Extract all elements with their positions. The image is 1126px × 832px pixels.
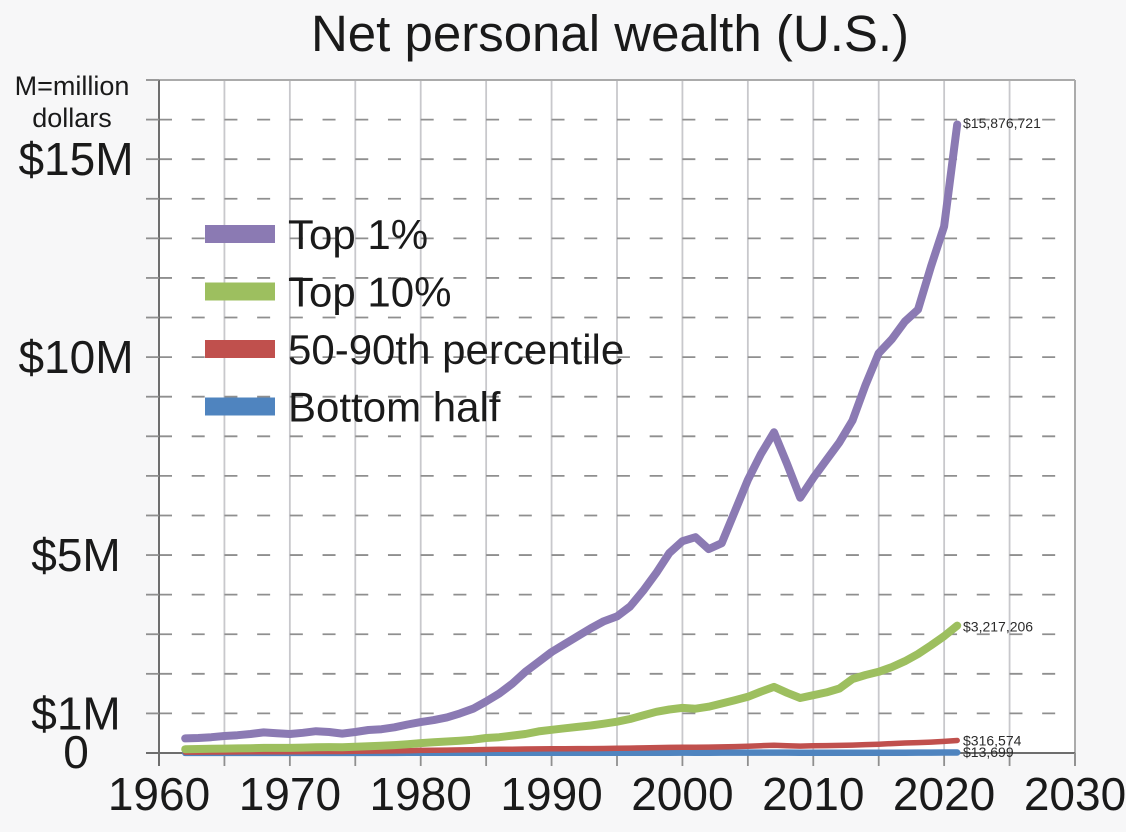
series-line-top-1-: [181, 120, 962, 743]
legend-swatch-3: [205, 340, 275, 358]
series-line-top-10-: [181, 621, 962, 754]
x-axis-label-1960: 1960: [108, 768, 210, 820]
y-axis-label-10M: $10M: [18, 331, 133, 383]
y-axis-label-0: 0: [63, 726, 89, 778]
plot-border: [159, 79, 1076, 766]
series-line-50-90th-percentile: [182, 737, 960, 755]
legend-swatch-4: [205, 397, 275, 416]
data-series-lines: [181, 120, 962, 757]
unit-note-line1: M=million: [15, 71, 130, 101]
chart-title: Net personal wealth (U.S.): [311, 5, 909, 62]
y-axis-label-15M: $15M: [18, 133, 133, 185]
legend-label-2: Top 10%: [288, 269, 451, 316]
horizontal-gridlines: [159, 118, 1075, 715]
x-axis-label-2010: 2010: [762, 768, 864, 820]
y-axis-label-5M: $5M: [31, 529, 120, 581]
unit-note-line2: dollars: [32, 103, 112, 133]
x-axis-labels: 1960 1970 1980 1990 2000 2010 2020 2030: [108, 768, 1126, 820]
end-value-label-2: $3,217,206: [963, 619, 1033, 635]
x-axis-label-2030: 2030: [1024, 768, 1126, 820]
end-value-label-3: $316,574: [963, 733, 1022, 749]
x-axis-label-2020: 2020: [893, 768, 995, 820]
legend-swatch-1: [205, 225, 275, 243]
legend-label-4: Bottom half: [288, 384, 501, 431]
legend-label-1: Top 1%: [288, 211, 428, 258]
x-axis-label-2000: 2000: [631, 768, 733, 820]
y-axis-labels: $15M $10M $5M $1M0: [18, 133, 133, 778]
legend-label-3: 50-90th percentile: [288, 326, 624, 373]
legend-swatch-2: [205, 282, 275, 301]
legend: Top 1% Top 10% 50-90th percentile Bottom ha…: [205, 211, 624, 431]
series-end-value-labels: $15,876,721 $3,217,206 $316,574$13,699: [963, 115, 1041, 760]
vertical-gridlines: [223, 80, 1011, 753]
axis-tick-marks: [146, 79, 1076, 766]
end-value-label-4: $13,699: [963, 744, 1014, 760]
x-axis-label-1980: 1980: [370, 768, 472, 820]
y-axis-label-1M: $1M: [31, 687, 120, 739]
x-axis-label-1990: 1990: [500, 768, 602, 820]
end-value-label-1: $15,876,721: [963, 115, 1041, 131]
x-axis-label-1970: 1970: [239, 768, 341, 820]
